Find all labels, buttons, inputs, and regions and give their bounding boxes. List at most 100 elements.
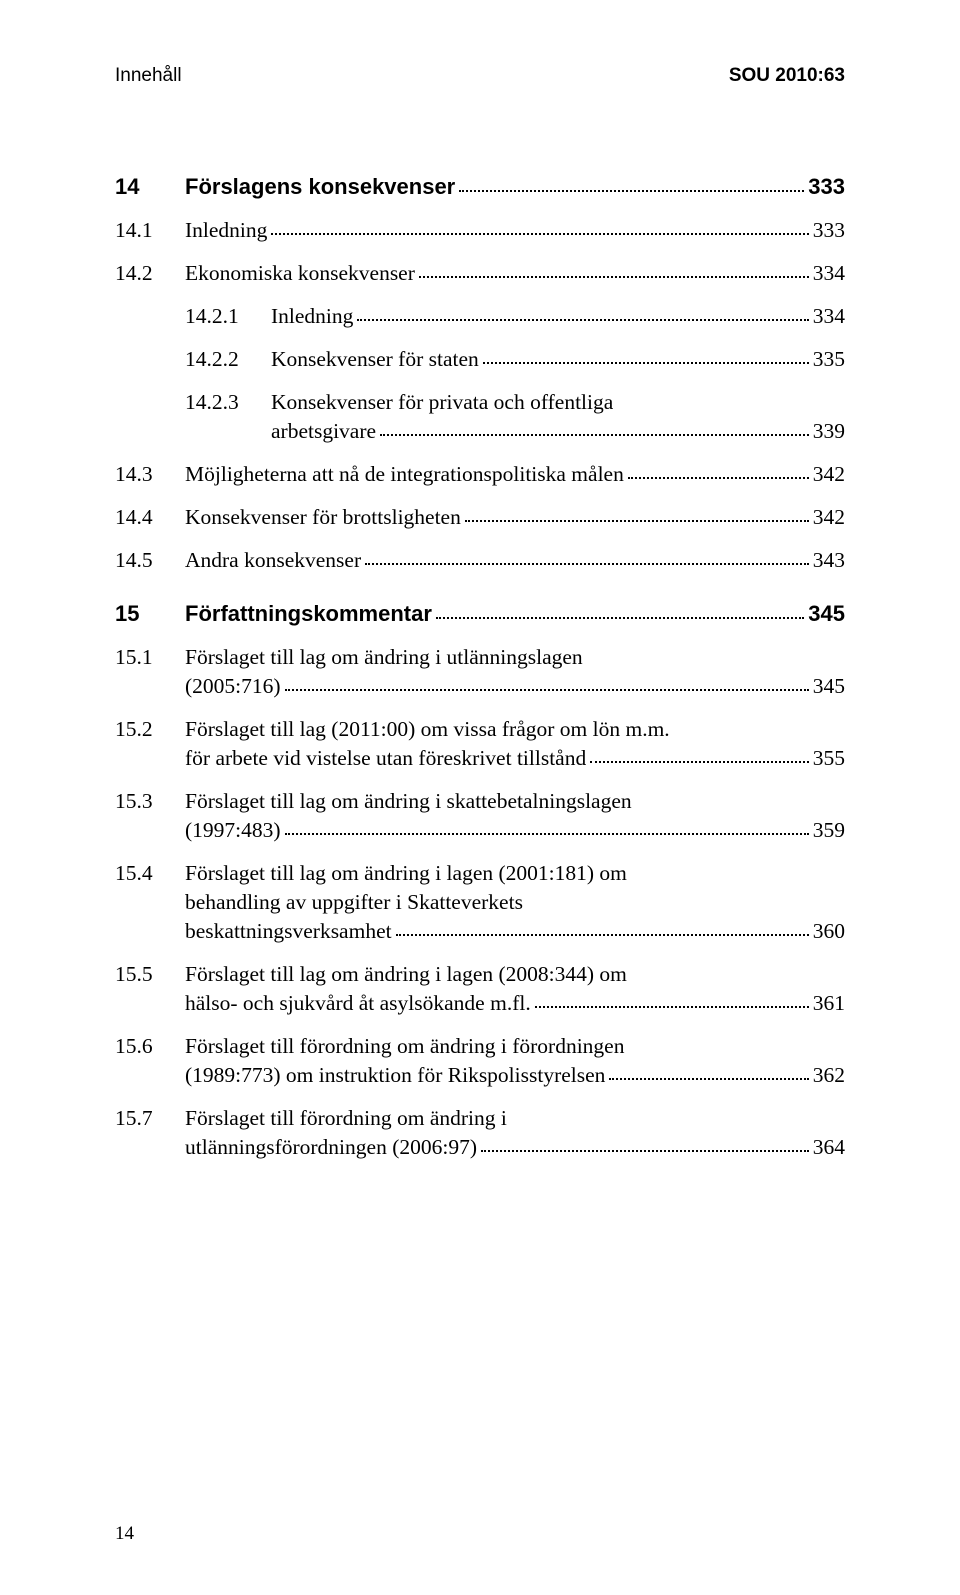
toc-label-line-2: för arbete vid vistelse utan föreskrivet…	[185, 744, 586, 773]
toc-label-multiline: Förslaget till lag om ändring i skattebe…	[185, 787, 845, 845]
toc-number: 15.1	[115, 643, 185, 672]
header-document-id: SOU 2010:63	[729, 65, 845, 87]
toc-page-ref: 335	[813, 345, 845, 374]
toc-label-multiline: Förslaget till förordning om ändring i f…	[185, 1032, 845, 1090]
toc-label: Konsekvenser för staten	[271, 345, 479, 374]
toc-section-15-6: 15.6 Förslaget till förordning om ändrin…	[115, 1032, 845, 1090]
toc-section-14-4: 14.4 Konsekvenser för brottsligheten 342	[115, 503, 845, 532]
toc-page-ref: 339	[813, 417, 845, 446]
toc-page-ref: 343	[813, 546, 845, 575]
toc-number: 14.2	[115, 259, 185, 288]
toc-label: Författningskommentar	[185, 599, 432, 629]
toc-number: 14	[115, 172, 185, 202]
toc-leader-dots	[535, 1006, 809, 1008]
toc-page-ref: 364	[813, 1133, 845, 1162]
toc-label-multiline: Förslaget till lag om ändring i lagen (2…	[185, 859, 845, 946]
toc-page-ref: 334	[813, 259, 845, 288]
toc-label: Möjligheterna att nå de integrationspoli…	[185, 460, 624, 489]
toc-page-ref: 360	[813, 917, 845, 946]
toc-label-line-1: Förslaget till förordning om ändring i f…	[185, 1032, 845, 1061]
toc-leader-dots	[481, 1150, 809, 1152]
toc-section-15-3: 15.3 Förslaget till lag om ändring i ska…	[115, 787, 845, 845]
toc-section-15-2: 15.2 Förslaget till lag (2011:00) om vis…	[115, 715, 845, 773]
toc-label-line-3: beskattningsverksamhet	[185, 917, 392, 946]
toc-number: 15.2	[115, 715, 185, 744]
toc-page-ref: 359	[813, 816, 845, 845]
page-content: Innehåll SOU 2010:63 14 Förslagens konse…	[0, 0, 960, 1226]
toc-label: Inledning	[185, 216, 267, 245]
toc-number: 15.4	[115, 859, 185, 888]
toc-number: 14.2.1	[185, 302, 271, 331]
toc-number: 14.5	[115, 546, 185, 575]
toc-subsection-14-2-1: 14.2.1 Inledning 334	[115, 302, 845, 331]
toc-page-ref: 345	[813, 672, 845, 701]
toc-leader-dots	[357, 319, 808, 321]
toc-label-multiline: Konsekvenser för privata och offentliga …	[271, 388, 845, 446]
toc-label: Konsekvenser för brottsligheten	[185, 503, 461, 532]
toc-page-ref: 355	[813, 744, 845, 773]
toc-page-ref: 334	[813, 302, 845, 331]
toc-number: 15.3	[115, 787, 185, 816]
toc-label: Förslagens konsekvenser	[185, 172, 455, 202]
toc-section-14-1: 14.1 Inledning 333	[115, 216, 845, 245]
toc-label-multiline: Förslaget till lag om ändring i lagen (2…	[185, 960, 845, 1018]
toc-label-line-1: Konsekvenser för privata och offentliga	[271, 388, 845, 417]
header-section-title: Innehåll	[115, 65, 182, 87]
toc-page-ref: 333	[808, 172, 845, 202]
toc-label: Ekonomiska konsekvenser	[185, 259, 415, 288]
toc-leader-dots	[436, 617, 804, 619]
toc-section-14-5: 14.5 Andra konsekvenser 343	[115, 546, 845, 575]
toc-label-multiline: Förslaget till lag om ändring i utlännin…	[185, 643, 845, 701]
toc-leader-dots	[459, 190, 804, 192]
toc-leader-dots	[365, 563, 809, 565]
toc-number: 14.2.3	[185, 388, 271, 417]
toc-chapter-14: 14 Förslagens konsekvenser 333	[115, 172, 845, 202]
toc-leader-dots	[285, 689, 809, 691]
toc-label-line-2: utlänningsförordningen (2006:97)	[185, 1133, 477, 1162]
toc-section-14-3: 14.3 Möjligheterna att nå de integration…	[115, 460, 845, 489]
toc-leader-dots	[465, 520, 809, 522]
toc-page-ref: 342	[813, 460, 845, 489]
toc-label-line-1: Förslaget till lag om ändring i lagen (2…	[185, 859, 845, 888]
toc-leader-dots	[419, 276, 809, 278]
toc-leader-dots	[590, 761, 809, 763]
toc-label-line-1: Förslaget till förordning om ändring i	[185, 1104, 845, 1133]
toc-subsection-14-2-2: 14.2.2 Konsekvenser för staten 335	[115, 345, 845, 374]
toc-section-15-1: 15.1 Förslaget till lag om ändring i utl…	[115, 643, 845, 701]
toc-label-line-2: hälso- och sjukvård åt asylsökande m.fl.	[185, 989, 531, 1018]
toc-leader-dots	[396, 934, 809, 936]
toc-number: 15	[115, 599, 185, 629]
toc-leader-dots	[380, 434, 809, 436]
toc-leader-dots	[609, 1078, 808, 1080]
toc-label-multiline: Förslaget till förordning om ändring i u…	[185, 1104, 845, 1162]
toc-label-multiline: Förslaget till lag (2011:00) om vissa fr…	[185, 715, 845, 773]
toc-subsection-14-2-3: 14.2.3 Konsekvenser för privata och offe…	[115, 388, 845, 446]
toc-section-14-2: 14.2 Ekonomiska konsekvenser 334	[115, 259, 845, 288]
toc-section-15-4: 15.4 Förslaget till lag om ändring i lag…	[115, 859, 845, 946]
toc-page-ref: 362	[813, 1061, 845, 1090]
toc-page-ref: 361	[813, 989, 845, 1018]
toc-page-ref: 333	[813, 216, 845, 245]
toc-chapter-15: 15 Författningskommentar 345	[115, 599, 845, 629]
toc-label: Andra konsekvenser	[185, 546, 361, 575]
toc-label-line-1: Förslaget till lag om ändring i skattebe…	[185, 787, 845, 816]
toc-label-line-2: behandling av uppgifter i Skatteverkets	[185, 888, 845, 917]
toc-leader-dots	[483, 362, 809, 364]
toc-label-line-1: Förslaget till lag (2011:00) om vissa fr…	[185, 715, 845, 744]
toc-number: 14.3	[115, 460, 185, 489]
page-number: 14	[115, 1523, 134, 1545]
toc-leader-dots	[285, 833, 809, 835]
toc-label-line-1: Förslaget till lag om ändring i utlännin…	[185, 643, 845, 672]
toc-number: 14.1	[115, 216, 185, 245]
toc-number: 15.6	[115, 1032, 185, 1061]
toc-number: 14.2.2	[185, 345, 271, 374]
toc-leader-dots	[271, 233, 808, 235]
toc-section-15-5: 15.5 Förslaget till lag om ändring i lag…	[115, 960, 845, 1018]
running-header: Innehåll SOU 2010:63	[115, 65, 845, 87]
toc-page-ref: 342	[813, 503, 845, 532]
toc-label-line-1: Förslaget till lag om ändring i lagen (2…	[185, 960, 845, 989]
toc-label-line-2: (1989:773) om instruktion för Rikspoliss…	[185, 1061, 605, 1090]
toc-page-ref: 345	[808, 599, 845, 629]
toc-label-line-2: arbetsgivare	[271, 417, 376, 446]
toc-section-15-7: 15.7 Förslaget till förordning om ändrin…	[115, 1104, 845, 1162]
